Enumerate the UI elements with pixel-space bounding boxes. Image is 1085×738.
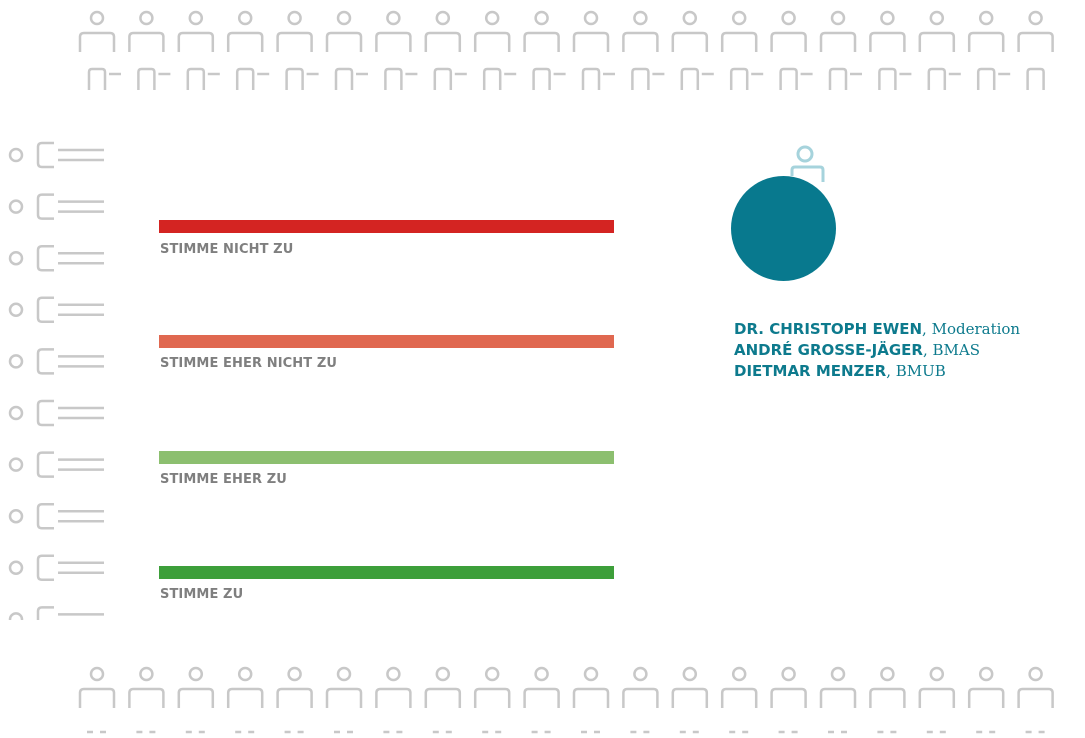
audience-bottom-row [0, 660, 1085, 738]
participant-line: DR. CHRISTOPH EWEN, Moderation [734, 319, 1020, 340]
participant-name: ANDRÉ GROSSE-JÄGER [734, 341, 923, 359]
person-icon [8, 296, 104, 324]
person-icon [128, 666, 165, 708]
participant-name: DIETMAR MENZER [734, 362, 887, 380]
person-icon [572, 10, 610, 90]
participant-line: DIETMAR MENZER, BMUB [734, 361, 1020, 382]
person-icon [1017, 10, 1054, 90]
participant-role: BMAS [932, 341, 981, 359]
person-icon [1017, 666, 1054, 708]
audience-top-row [0, 0, 1085, 110]
audience-top-figures [78, 10, 1054, 90]
person-icon [918, 10, 956, 90]
person-icon [177, 666, 215, 708]
participant-list: DR. CHRISTOPH EWEN, Moderation ANDRÉ GRO… [734, 319, 1020, 382]
audience-bottom-figures [78, 666, 1054, 734]
person-icon [226, 10, 264, 90]
person-icon [819, 10, 857, 90]
participant-line: ANDRÉ GROSSE-JÄGER, BMAS [734, 340, 1020, 361]
person-icon [276, 666, 313, 708]
person-icon [671, 10, 709, 90]
person-icon [276, 10, 313, 90]
participant-role: BMUB [895, 362, 946, 380]
person-icon [78, 666, 116, 708]
person-icon [375, 10, 412, 90]
scale-bar-agree [159, 566, 614, 579]
person-icon [8, 451, 104, 478]
moderator-circle [731, 176, 836, 281]
person-icon [523, 666, 560, 708]
person-icon [325, 10, 363, 90]
moderator-person-icon [780, 142, 830, 182]
participant-role: Moderation [931, 320, 1021, 338]
person-icon [869, 666, 906, 708]
person-icon [967, 666, 1005, 708]
person-icon [869, 10, 906, 90]
participant-separator: , [922, 341, 933, 359]
person-icon [8, 348, 104, 375]
person-icon [720, 10, 758, 90]
scale-bar-disagree [159, 220, 614, 233]
person-icon [325, 666, 363, 708]
person-icon [424, 10, 462, 90]
person-icon [78, 10, 116, 90]
participant-separator: , [886, 362, 896, 380]
person-icon [8, 141, 104, 169]
person-icon [720, 666, 758, 708]
person-icon [622, 666, 659, 708]
person-icon [572, 666, 610, 708]
person-icon [128, 10, 165, 90]
participant-separator: , [922, 320, 932, 338]
person-icon [819, 666, 857, 708]
person-icon [8, 502, 104, 530]
person-icon [671, 666, 709, 708]
person-icon [226, 666, 264, 708]
person-icon [918, 666, 956, 708]
person-icon [473, 666, 511, 708]
person-icon [8, 606, 104, 620]
person-icon [177, 10, 215, 90]
scale-label-disagree: STIMME NICHT ZU [160, 242, 294, 257]
person-icon [622, 10, 659, 90]
person-icon [375, 666, 412, 708]
scale-label-agree: STIMME ZU [160, 587, 244, 602]
person-icon [770, 10, 807, 90]
person-icon [967, 10, 1005, 90]
scale-bar-rather-disagree [159, 335, 614, 348]
audience-left-column [0, 130, 120, 620]
person-icon [8, 554, 104, 582]
person-icon [8, 193, 104, 220]
person-icon [8, 399, 104, 427]
scale-bar-rather-agree [159, 451, 614, 464]
participant-name: DR. CHRISTOPH EWEN [734, 320, 923, 338]
scale-label-rather-disagree: STIMME EHER NICHT ZU [160, 356, 338, 371]
person-icon [523, 10, 560, 90]
scale-label-rather-agree: STIMME EHER ZU [160, 472, 287, 487]
person-icon [424, 666, 462, 708]
person-icon [473, 10, 511, 90]
person-icon [770, 666, 807, 708]
person-icon [8, 244, 104, 272]
audience-left-figures [8, 141, 104, 620]
